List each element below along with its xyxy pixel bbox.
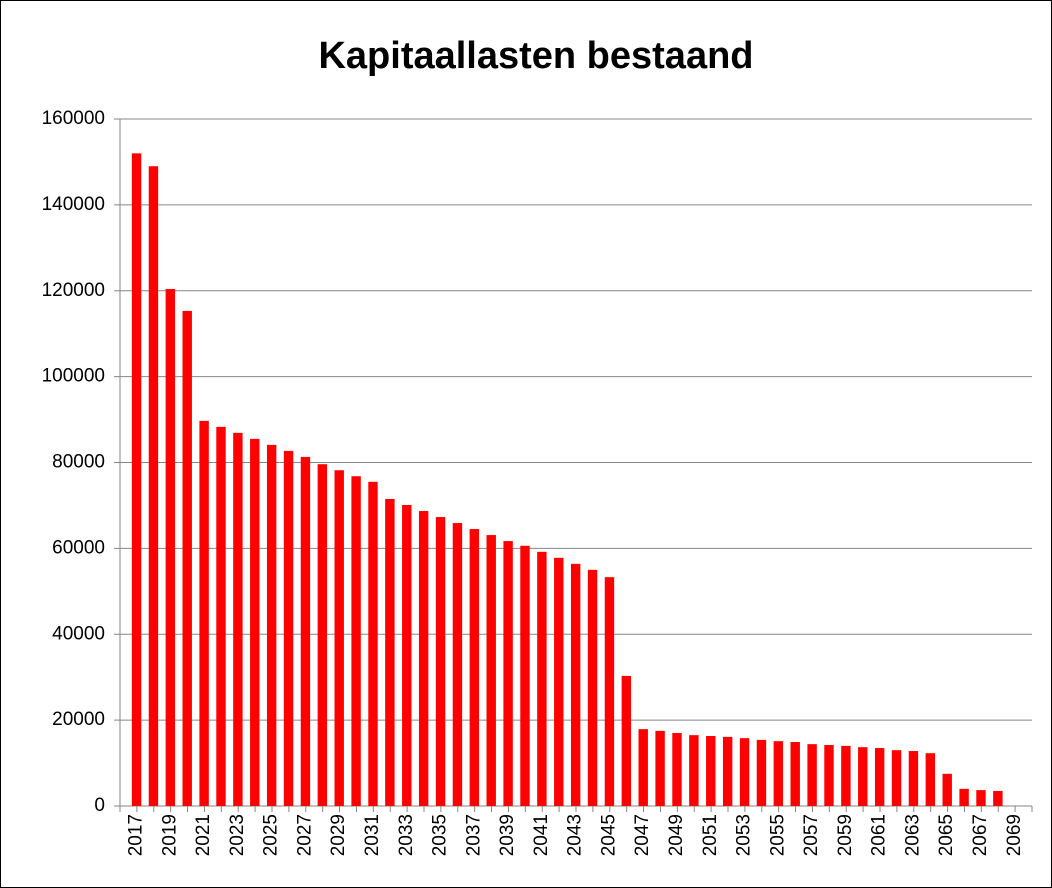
bar <box>587 569 598 806</box>
bar <box>925 753 936 806</box>
x-tick-label: 2029 <box>328 814 349 856</box>
bar <box>283 450 294 806</box>
bar <box>790 742 800 806</box>
x-tick-label: 2041 <box>531 814 552 856</box>
x-tick-label: 2021 <box>193 814 214 856</box>
x-tick-label: 2017 <box>126 814 147 856</box>
bar <box>959 788 969 806</box>
bar <box>368 481 378 806</box>
bar <box>655 730 665 806</box>
bar <box>756 739 767 806</box>
bar <box>993 790 1003 806</box>
bar <box>773 741 784 806</box>
bar <box>942 773 952 806</box>
y-tick-label: 60000 <box>52 537 105 558</box>
bar <box>452 523 463 806</box>
bar <box>148 166 159 806</box>
x-tick-label: 2051 <box>700 814 721 856</box>
y-tick-label: 120000 <box>42 280 105 301</box>
bar <box>621 675 632 806</box>
bar <box>266 444 277 806</box>
bar <box>503 541 513 806</box>
x-tick-label: 2053 <box>734 814 755 856</box>
bar <box>199 420 209 806</box>
x-tick-label: 2035 <box>430 814 451 856</box>
x-tick-label: 2019 <box>159 814 180 856</box>
bar <box>689 735 699 806</box>
bar <box>165 289 176 807</box>
x-tick-label: 2067 <box>970 814 991 856</box>
bar <box>317 464 328 806</box>
bar <box>469 529 480 806</box>
x-tick-label: 2059 <box>835 814 856 856</box>
x-tick-label: 2043 <box>565 814 586 856</box>
bar <box>334 470 344 806</box>
bar <box>824 745 834 806</box>
bar <box>435 517 446 806</box>
bar <box>638 729 648 806</box>
x-tick-label: 2045 <box>598 814 619 856</box>
bar <box>706 736 716 806</box>
bar <box>182 310 192 806</box>
bar <box>418 511 429 806</box>
chart-title: Kapitaallasten bestaand <box>318 35 753 77</box>
bar <box>351 476 361 806</box>
bar <box>672 733 682 806</box>
bar <box>858 747 868 806</box>
bar <box>874 748 885 806</box>
bar <box>570 563 581 806</box>
x-tick-label: 2057 <box>801 814 822 856</box>
x-tick-label: 2039 <box>497 814 518 856</box>
bar <box>520 545 530 806</box>
x-tick-label: 2031 <box>362 814 383 856</box>
bar <box>537 551 547 806</box>
bar <box>250 438 260 806</box>
bar <box>891 750 902 806</box>
bar <box>216 426 226 806</box>
bar <box>486 535 496 806</box>
bar <box>722 736 733 806</box>
x-tick-label: 2049 <box>666 814 687 856</box>
bar <box>402 505 412 806</box>
x-tick-label: 2027 <box>294 814 315 856</box>
y-tick-label: 0 <box>94 795 105 816</box>
bar <box>554 557 564 806</box>
bar <box>131 153 142 807</box>
y-tick-label: 100000 <box>42 366 105 387</box>
x-tick-label: 2061 <box>869 814 890 856</box>
bar <box>300 456 311 806</box>
y-tick-label: 140000 <box>42 194 105 215</box>
x-tick-label: 2025 <box>261 814 282 856</box>
bar <box>807 744 817 806</box>
x-tick-label: 2037 <box>463 814 484 856</box>
bar <box>841 745 851 806</box>
y-tick-label: 160000 <box>42 108 105 129</box>
bar <box>233 432 243 806</box>
y-tick-label: 20000 <box>52 709 105 730</box>
y-tick-label: 80000 <box>52 452 105 473</box>
bar <box>739 738 750 806</box>
x-tick-label: 2033 <box>396 814 417 856</box>
bar <box>604 577 615 806</box>
y-tick-label: 40000 <box>52 623 105 644</box>
x-tick-label: 2047 <box>632 814 653 856</box>
x-tick-label: 2055 <box>767 814 788 856</box>
bar <box>908 751 919 806</box>
bar <box>976 790 986 806</box>
x-tick-label: 2063 <box>902 814 923 856</box>
bar <box>385 498 395 806</box>
x-tick-label: 2023 <box>227 814 248 856</box>
x-tick-label: 2069 <box>1004 814 1025 856</box>
x-tick-label: 2065 <box>936 814 957 856</box>
